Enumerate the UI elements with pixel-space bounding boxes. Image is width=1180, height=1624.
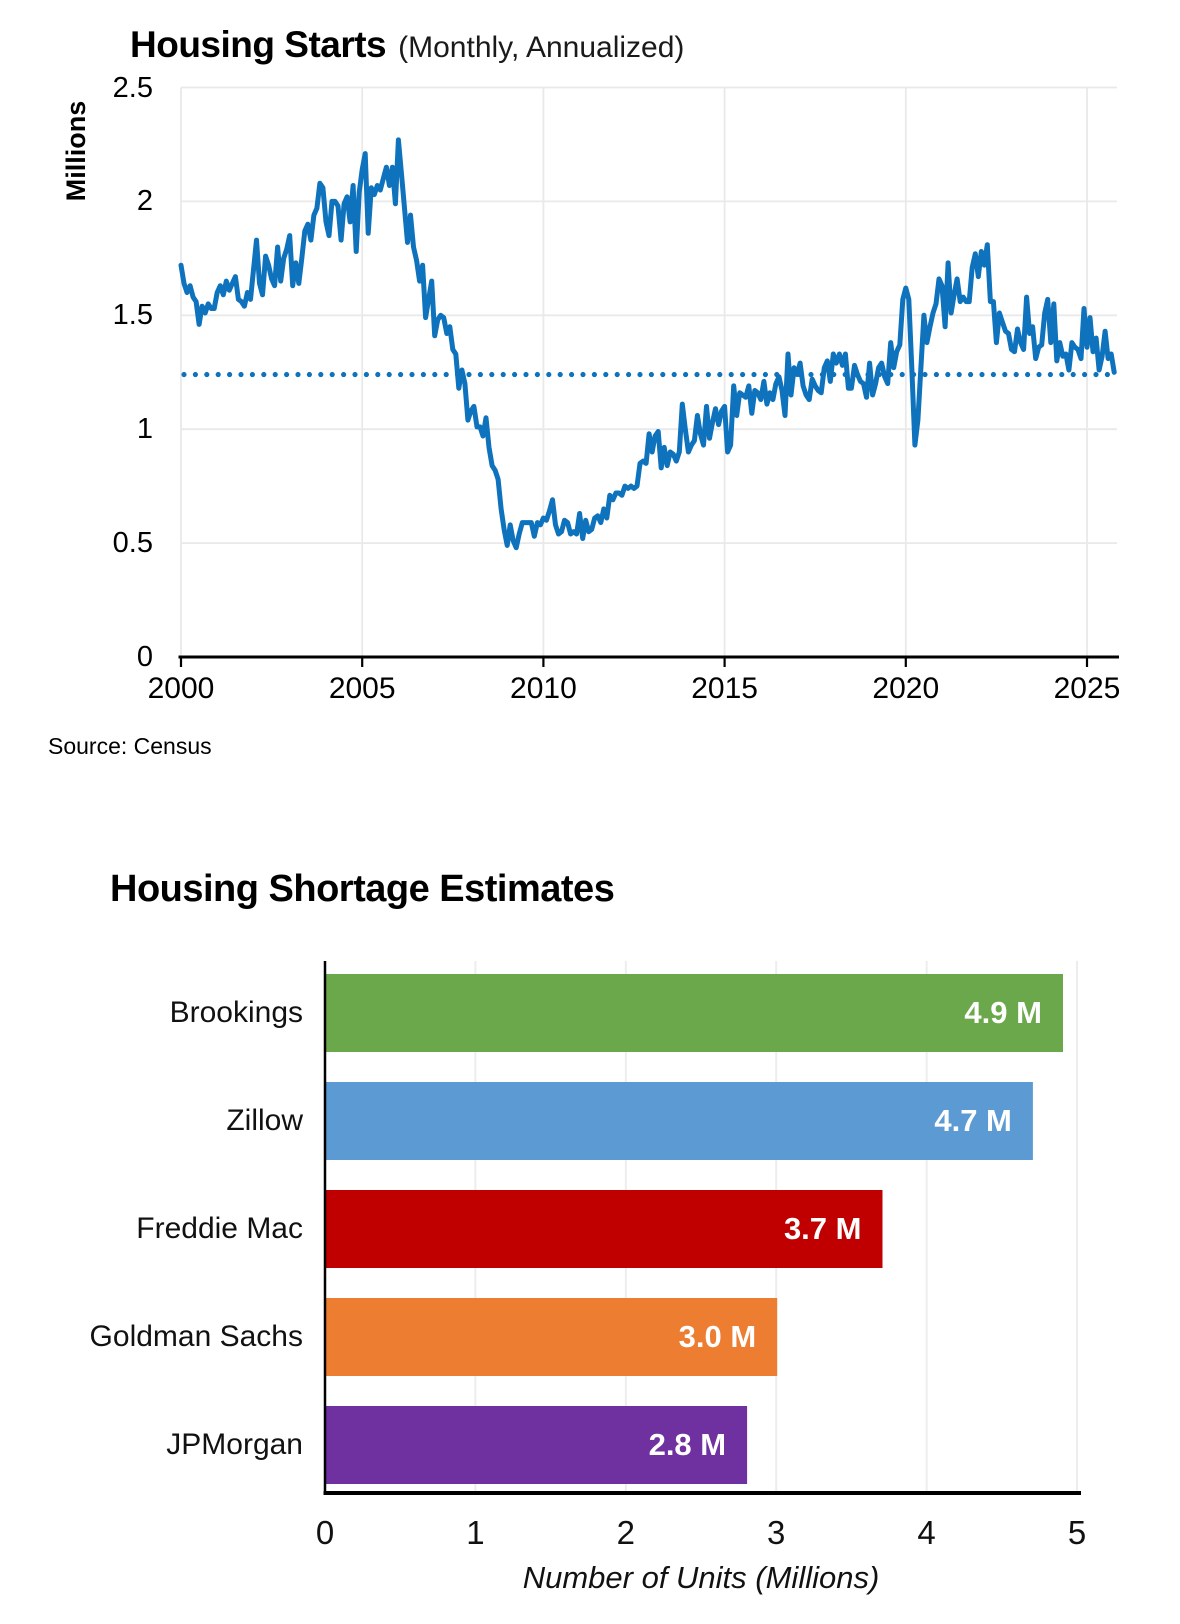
- line-chart-y-tick-label: 0.5: [112, 527, 153, 560]
- bar-category-label: JPMorgan: [166, 1428, 303, 1461]
- line-chart-y-tick-label: 2: [136, 185, 153, 218]
- bar-category-label: Freddie Mac: [136, 1212, 303, 1245]
- bar-category-label: Goldman Sachs: [89, 1320, 303, 1353]
- line-chart-y-tick-label: 1: [136, 413, 153, 446]
- bar-freddie-mac: [326, 1190, 883, 1268]
- line-chart-title: Housing Starts: [130, 24, 387, 65]
- housing-starts-line: [178, 137, 1117, 551]
- bar-value-label: 4.7 M: [934, 1103, 1012, 1138]
- bar-chart-x-tick-label: 0: [315, 1514, 335, 1551]
- line-chart-x-tick-label: 2025: [1053, 672, 1121, 705]
- bar-category-label: Brookings: [169, 996, 303, 1029]
- bar-goldman-sachs: [326, 1298, 778, 1376]
- source-note: Source: Census: [48, 733, 212, 759]
- bar-chart-x-tick-label: 5: [1067, 1514, 1087, 1551]
- bar-chart-x-axis-label: Number of Units (Millions): [522, 1560, 880, 1595]
- line-chart-x-tick-label: 2010: [510, 672, 577, 705]
- line-chart-y-tick-label: 2.5: [112, 71, 153, 104]
- bar-chart-title: Housing Shortage Estimates: [110, 868, 615, 910]
- bar-value-label: 4.9 M: [964, 995, 1042, 1030]
- bar-value-label: 3.7 M: [783, 1211, 862, 1246]
- line-chart-subtitle: (Monthly, Annualized): [398, 31, 685, 64]
- bar-jpmorgan: [326, 1406, 748, 1484]
- bar-brookings: [326, 974, 1063, 1052]
- bar-value-label: 3.0 M: [678, 1319, 757, 1354]
- line-chart-y-tick-label: 1.5: [112, 299, 153, 332]
- line-chart-x-tick-label: 2005: [328, 672, 396, 705]
- line-chart-x-tick-label: 2015: [691, 672, 758, 705]
- bar-category-label: Zillow: [226, 1104, 303, 1137]
- line-chart-x-tick-label: 2000: [147, 672, 215, 705]
- bar-chart-x-tick-label: 1: [466, 1514, 485, 1551]
- bar-chart-x-tick-label: 2: [616, 1514, 635, 1551]
- line-chart-x-tick-label: 2020: [872, 672, 940, 705]
- bar-value-label: 2.8 M: [648, 1427, 727, 1462]
- bar-chart-x-tick-label: 4: [917, 1514, 936, 1551]
- line-chart-title-row: Housing Starts (Monthly, Annualized): [130, 24, 684, 66]
- bar-zillow: [326, 1082, 1033, 1160]
- bar-chart-x-tick-label: 3: [767, 1514, 786, 1551]
- line-chart-y-tick-label: 0: [136, 641, 153, 673]
